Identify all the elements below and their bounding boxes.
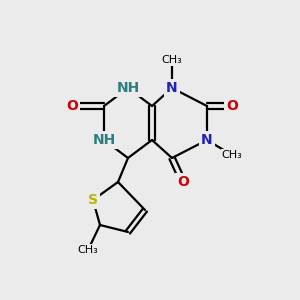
Text: NH: NH bbox=[92, 133, 116, 147]
Text: CH₃: CH₃ bbox=[78, 245, 98, 255]
Text: O: O bbox=[177, 175, 189, 189]
Text: S: S bbox=[88, 193, 98, 207]
Text: CH₃: CH₃ bbox=[222, 150, 242, 160]
Text: N: N bbox=[201, 133, 213, 147]
Text: NH: NH bbox=[116, 81, 140, 95]
Text: O: O bbox=[66, 99, 78, 113]
Text: O: O bbox=[226, 99, 238, 113]
Text: N: N bbox=[166, 81, 178, 95]
Text: CH₃: CH₃ bbox=[162, 55, 182, 65]
